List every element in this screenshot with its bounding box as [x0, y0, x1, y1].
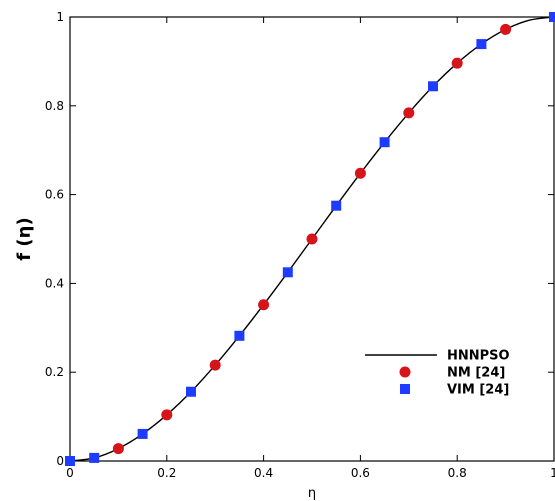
x-tick-label: 1 [550, 466, 555, 480]
legend: HNNPSO NM [24] VIM [24] [365, 349, 510, 398]
legend-label-hnnpso: HNNPSO [447, 349, 510, 364]
nm-point [354, 167, 366, 179]
vim-point [428, 81, 438, 92]
y-tick-label: 1 [56, 10, 64, 24]
legend-marker-vim [400, 384, 410, 394]
vim-point [137, 428, 148, 439]
plot-frame [69, 16, 555, 462]
nm-point [403, 107, 415, 119]
nm-point [161, 409, 173, 421]
y-axis-title: f (η) [14, 217, 35, 260]
y-tick-label: 0.2 [45, 365, 64, 379]
series-layer [65, 12, 555, 466]
vim-point [89, 452, 100, 463]
x-tick-label: 0.6 [351, 466, 370, 480]
y-tick-label: 0.6 [45, 188, 64, 202]
vim-point [379, 137, 390, 148]
legend-label-nm: NM [24] [447, 366, 505, 381]
nm-point [209, 359, 221, 371]
vim-point [331, 200, 342, 211]
x-axis-title: η [308, 486, 316, 501]
nm-point [451, 57, 463, 69]
x-tick-label: 0.4 [254, 466, 273, 480]
vim-point [234, 330, 245, 341]
nm-point [500, 23, 512, 35]
nm-point [112, 443, 124, 455]
x-tick-label: 0.2 [157, 466, 176, 480]
legend-label-vim: VIM [24] [447, 383, 509, 398]
legend-marker-nm [399, 366, 411, 378]
vim-point [65, 456, 75, 466]
nm-point [258, 299, 270, 311]
x-tick-label: 0.8 [448, 466, 467, 480]
vim-point [186, 386, 196, 397]
x-tick-label: 0 [66, 466, 74, 480]
vim-point [549, 12, 555, 22]
vim-point [282, 267, 293, 278]
y-tick-label: 0 [56, 454, 64, 468]
y-tick-label: 0.8 [45, 99, 64, 113]
vim-point [476, 39, 487, 50]
tick-group: 0 0.2 0.4 0.6 0.8 1 0 0.2 0.4 0.6 0.8 1 [45, 10, 555, 480]
y-tick-label: 0.4 [45, 276, 64, 290]
nm-point [306, 233, 318, 245]
